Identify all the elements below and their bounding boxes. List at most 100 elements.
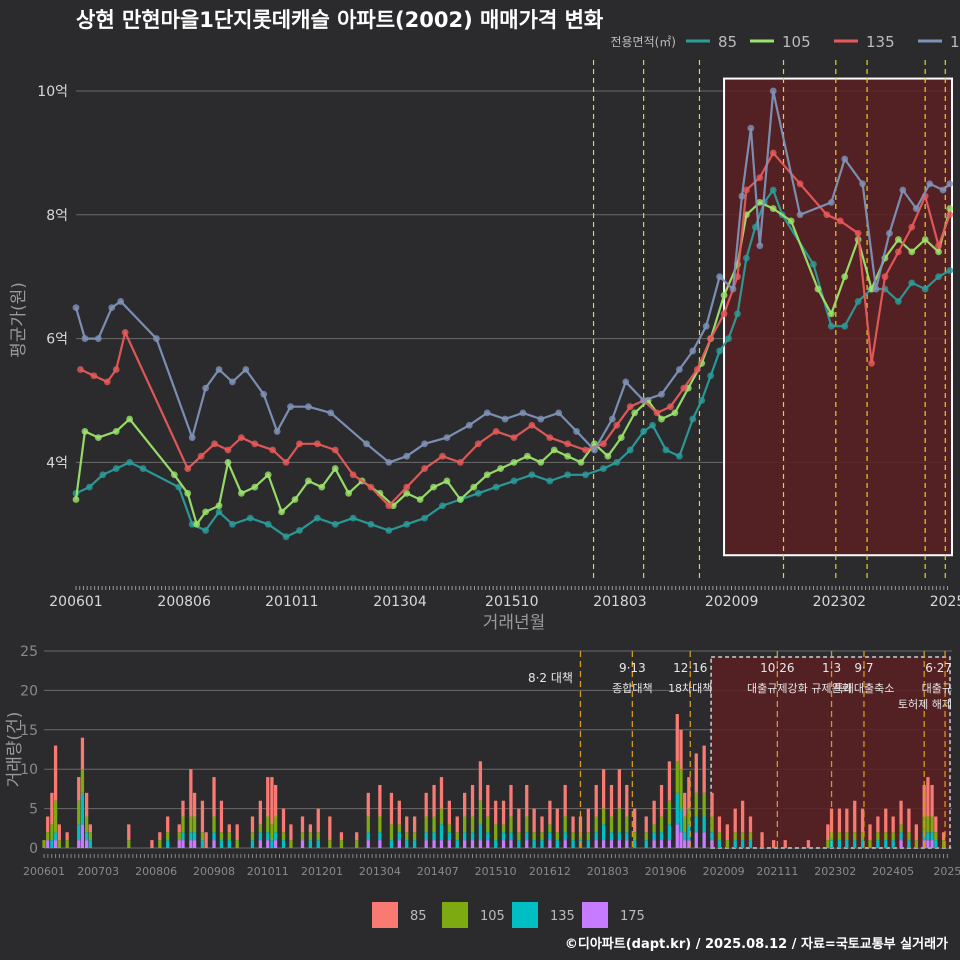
bar-segment-105 bbox=[907, 832, 911, 841]
bar-segment-175 bbox=[366, 840, 370, 848]
bar-segment-85 bbox=[687, 777, 691, 809]
bar-segment-135 bbox=[189, 832, 193, 841]
bar-segment-105 bbox=[740, 832, 745, 841]
bar-segment-175 bbox=[687, 840, 691, 848]
bar-segment-105 bbox=[166, 832, 170, 841]
data-point-135 bbox=[582, 446, 589, 454]
policy-label: 대출규 bbox=[922, 682, 952, 695]
bar-segment-105 bbox=[644, 832, 648, 841]
y-tick-label: 10 bbox=[20, 762, 38, 778]
data-point-175 bbox=[675, 366, 683, 373]
data-point-175 bbox=[658, 390, 665, 398]
data-point-105 bbox=[264, 471, 272, 479]
bar-segment-135 bbox=[586, 840, 590, 848]
bar-segment-85 bbox=[845, 808, 849, 833]
bar-segment-175 bbox=[258, 840, 262, 848]
bar-segment-175 bbox=[397, 840, 401, 848]
bar-segment-175 bbox=[702, 832, 706, 848]
x-tick-label: 202111 bbox=[756, 865, 798, 878]
bar-segment-105 bbox=[227, 832, 231, 841]
data-point-175 bbox=[363, 440, 370, 448]
bar-segment-85 bbox=[899, 800, 903, 825]
data-point-85 bbox=[403, 520, 411, 528]
bar-segment-105 bbox=[710, 816, 714, 833]
data-point-175 bbox=[421, 440, 429, 448]
bar-segment-85 bbox=[478, 761, 483, 801]
data-point-135 bbox=[734, 273, 741, 281]
data-point-105 bbox=[72, 496, 80, 503]
bar-segment-175 bbox=[501, 840, 506, 848]
data-point-135 bbox=[456, 458, 464, 466]
bar-segment-175 bbox=[424, 840, 428, 848]
bar-segment-85 bbox=[227, 824, 231, 833]
data-point-175 bbox=[756, 242, 764, 250]
bar-segment-105 bbox=[397, 824, 401, 833]
data-point-105 bbox=[524, 452, 531, 460]
bar-segment-85 bbox=[127, 824, 131, 841]
bar-segment-135 bbox=[250, 840, 255, 848]
bar-segment-85 bbox=[517, 808, 521, 833]
bar-segment-85 bbox=[617, 769, 622, 809]
data-point-105 bbox=[577, 458, 585, 466]
bar-segment-105 bbox=[733, 832, 737, 841]
bar-segment-85 bbox=[740, 800, 745, 833]
bar-segment-105 bbox=[725, 840, 729, 848]
bar-segment-85 bbox=[868, 824, 872, 841]
x-tick-label: 201510 bbox=[475, 865, 517, 878]
bar-segment-175 bbox=[625, 840, 629, 848]
bar-segment-85 bbox=[235, 824, 239, 841]
data-point-105 bbox=[908, 248, 916, 256]
data-point-85 bbox=[564, 471, 572, 479]
bar-segment-85 bbox=[683, 792, 687, 817]
data-point-135 bbox=[121, 328, 129, 336]
bar-segment-105 bbox=[50, 824, 54, 841]
bar-segment-175 bbox=[926, 840, 930, 848]
data-point-135 bbox=[935, 242, 942, 250]
data-point-105 bbox=[112, 428, 120, 435]
bar-segment-85 bbox=[748, 816, 753, 833]
bar-segment-85 bbox=[601, 769, 606, 809]
data-point-105 bbox=[497, 465, 504, 472]
data-point-135 bbox=[626, 403, 634, 411]
policy-date: 8·2 대책 bbox=[528, 670, 573, 685]
data-point-105 bbox=[841, 273, 849, 281]
data-point-135 bbox=[349, 471, 357, 479]
data-point-135 bbox=[720, 310, 728, 318]
bar-segment-135 bbox=[397, 832, 401, 841]
data-point-105 bbox=[184, 489, 192, 497]
bar-segment-135 bbox=[652, 832, 656, 841]
bar-segment-105 bbox=[571, 832, 575, 841]
bar-segment-135 bbox=[486, 832, 490, 841]
bar-segment-85 bbox=[783, 840, 787, 848]
bar-segment-135 bbox=[532, 840, 536, 848]
bar-segment-135 bbox=[501, 832, 506, 841]
data-point-135 bbox=[224, 446, 232, 454]
bar-segment-85 bbox=[339, 832, 344, 841]
bar-segment-105 bbox=[748, 832, 753, 841]
data-point-85 bbox=[716, 347, 723, 355]
data-point-135 bbox=[296, 440, 303, 448]
bar-segment-105 bbox=[127, 840, 131, 848]
bar-segment-105 bbox=[667, 800, 672, 825]
x-tick-label: 200908 bbox=[193, 865, 235, 878]
bar-segment-135 bbox=[432, 832, 436, 841]
bar-segment-135 bbox=[424, 832, 428, 841]
policy-date: 9·7 bbox=[854, 661, 873, 675]
bar-segment-85 bbox=[501, 800, 506, 825]
bar-segment-85 bbox=[891, 816, 895, 833]
data-point-135 bbox=[946, 211, 954, 219]
bar-segment-105 bbox=[563, 816, 567, 833]
bar-segment-175 bbox=[548, 840, 552, 848]
bar-segment-85 bbox=[158, 832, 162, 841]
policy-label: 종합대책 bbox=[612, 682, 652, 695]
data-point-85 bbox=[229, 520, 236, 528]
bar-segment-135 bbox=[270, 840, 274, 848]
bar-segment-175 bbox=[478, 840, 483, 848]
bar-segment-135 bbox=[88, 840, 92, 848]
bar-segment-85 bbox=[266, 777, 270, 817]
bar-segment-105 bbox=[717, 832, 722, 841]
bar-segment-135 bbox=[907, 840, 911, 848]
bar-segment-85 bbox=[200, 800, 205, 833]
bar-segment-85 bbox=[80, 737, 85, 770]
